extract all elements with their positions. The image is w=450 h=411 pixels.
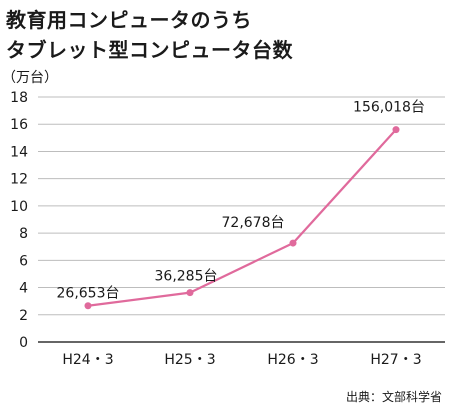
data-labels: 26,653台 36,285台 72,678台 156,018台 <box>57 100 425 302</box>
y-axis-unit-label: （万台） <box>2 70 58 86</box>
data-points <box>84 126 400 310</box>
y-tick-label: 6 <box>19 253 28 269</box>
y-tick-label: 2 <box>19 308 28 324</box>
y-tick-label: 16 <box>10 117 28 133</box>
y-tick-label: 4 <box>19 281 28 297</box>
data-point <box>289 239 297 247</box>
chart-title-line2: タブレット型コンピュータ台数 <box>6 38 293 62</box>
x-tick-label: H26・3 <box>267 352 318 368</box>
x-tick-label: H24・3 <box>62 352 113 368</box>
series-line <box>87 128 397 307</box>
data-label: 156,018台 <box>353 100 425 116</box>
x-tick-label: H25・3 <box>164 352 215 368</box>
y-tick-label: 18 <box>10 90 28 106</box>
y-tick-label: 12 <box>10 172 28 188</box>
x-tick-labels: H24・3 H25・3 H26・3 H27・3 <box>62 352 421 368</box>
y-tick-label: 0 <box>19 335 28 351</box>
series-line-group <box>87 128 397 307</box>
data-label: 36,285台 <box>155 269 218 285</box>
data-point <box>392 126 400 134</box>
y-tick-label: 10 <box>10 199 28 215</box>
data-point <box>84 302 92 310</box>
y-tick-labels: 0 2 4 6 8 10 12 14 16 18 <box>10 90 28 351</box>
y-tick-label: 14 <box>10 144 28 160</box>
y-tick-label: 8 <box>19 226 28 242</box>
x-tick-label: H27・3 <box>370 352 421 368</box>
data-point <box>186 289 194 297</box>
chart-title-line1: 教育用コンピュータのうち <box>6 8 252 32</box>
data-label: 26,653台 <box>57 286 120 302</box>
data-label: 72,678台 <box>222 215 285 231</box>
source-note: 出典：文部科学省 <box>345 390 442 404</box>
